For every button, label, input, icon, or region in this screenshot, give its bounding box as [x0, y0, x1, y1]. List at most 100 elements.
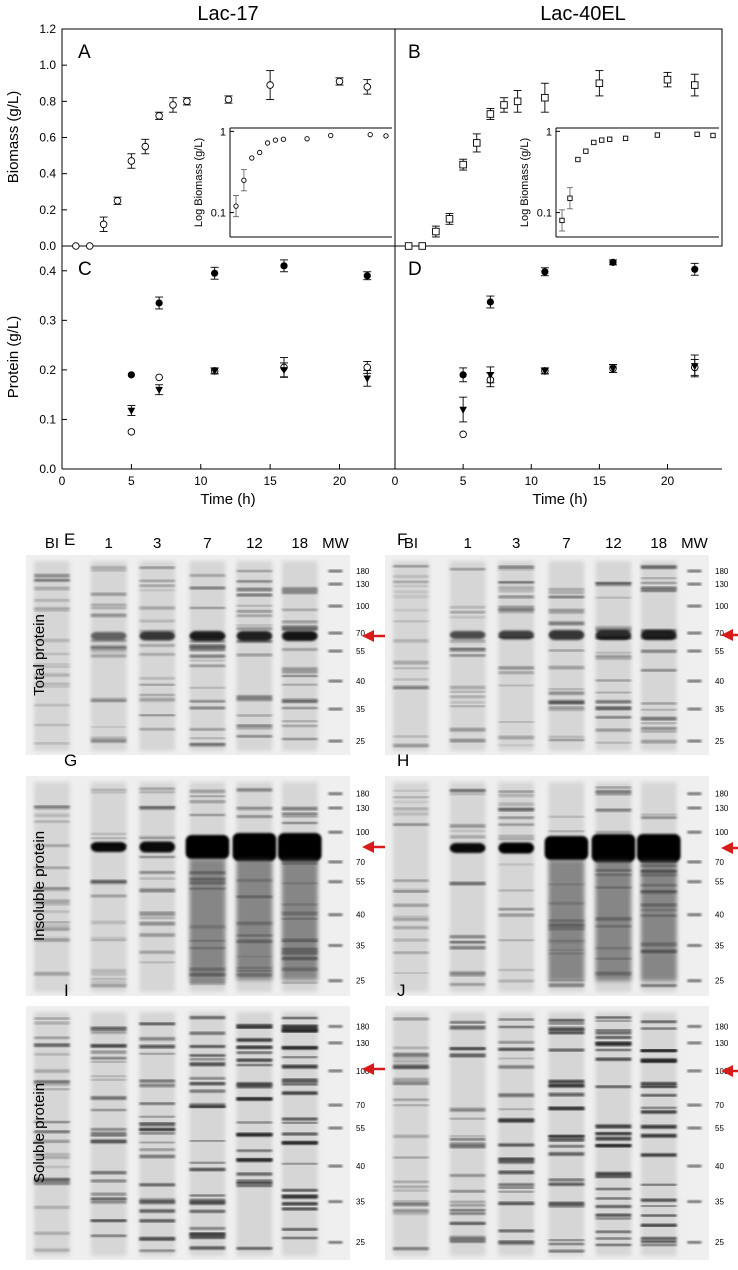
protein-band [548, 1152, 585, 1156]
protein-band [640, 702, 677, 705]
protein-band [34, 936, 70, 939]
protein-band [449, 639, 486, 643]
protein-band [393, 639, 429, 643]
protein-band [139, 835, 176, 839]
protein-band [640, 1020, 677, 1023]
protein-band [34, 1021, 70, 1025]
protein-band [393, 1180, 429, 1184]
mw-marker-label: 100 [356, 1067, 370, 1076]
protein-band [90, 1179, 127, 1183]
protein-band [34, 608, 70, 612]
protein-band [498, 1143, 535, 1147]
protein-band [548, 1202, 585, 1205]
protein-band [498, 835, 535, 838]
protein-band [139, 933, 176, 937]
protein-band [34, 1141, 70, 1143]
lane-label: 12 [246, 535, 263, 552]
data-point-C [127, 371, 135, 379]
mw-ladder-band [328, 1069, 343, 1073]
mw-ladder-band [328, 860, 343, 864]
protein-band [548, 591, 585, 594]
protein-band [595, 1213, 632, 1217]
mw-marker-label: 70 [356, 858, 365, 867]
protein-band [595, 786, 632, 789]
protein-band [90, 1234, 127, 1237]
protein-band [236, 1046, 273, 1049]
lane-smear [393, 561, 429, 751]
mw-marker-label: 25 [356, 737, 365, 746]
gel-lane [498, 1012, 535, 1256]
protein-band [393, 667, 429, 669]
protein-band [393, 581, 429, 583]
protein-band [393, 888, 429, 893]
mw-ladder-band [328, 1241, 343, 1244]
mw-marker-label: 55 [715, 647, 724, 656]
protein-band [34, 1182, 70, 1185]
protein-band [34, 866, 70, 869]
protein-band [90, 939, 127, 942]
protein-band [281, 675, 318, 677]
protein-band [449, 1212, 486, 1215]
mw-ladder-band [687, 792, 702, 795]
mw-marker-label: 100 [356, 828, 370, 837]
charts: 0.0 0.2 0.4 0.6 0.8 1.0 1.2 0.1 1 Log Biomass (g/… [39, 22, 719, 488]
protein-band [595, 656, 632, 660]
protein-band [449, 1144, 486, 1149]
protein-band [281, 1228, 318, 1231]
protein-band [34, 1139, 70, 1143]
protein-band [90, 1219, 127, 1222]
protein-band [139, 579, 176, 582]
data-point-C [155, 373, 163, 382]
protein-band [34, 924, 70, 928]
protein-band [449, 1208, 486, 1211]
lane-smear [139, 561, 176, 751]
protein-band [34, 574, 70, 578]
mw-ladder-band [328, 1041, 343, 1045]
protein-band [281, 587, 318, 591]
data-point-D [691, 265, 699, 273]
protein-band [595, 1243, 632, 1246]
protein-band [449, 972, 486, 977]
gel-lane [34, 782, 70, 992]
protein-band [281, 1024, 318, 1027]
protein-band [548, 666, 585, 670]
protein-band [640, 740, 677, 744]
protein-band [236, 1023, 273, 1026]
protein-band [236, 1158, 273, 1161]
protein-band [449, 647, 486, 650]
protein-band [189, 800, 226, 804]
protein-band [34, 1130, 70, 1134]
protein-band [189, 728, 226, 731]
protein-band [189, 647, 226, 651]
lane-label: 18 [291, 535, 308, 552]
protein-band [189, 737, 226, 739]
lane-label: 3 [512, 535, 520, 552]
inset-y-tick-label: 0.1 [211, 208, 226, 220]
lane-smear [498, 561, 535, 751]
protein-band [236, 1064, 273, 1066]
inset-data-point [257, 149, 263, 156]
lane-label: MW [322, 535, 349, 552]
protein-band [393, 1134, 429, 1138]
protein-band [548, 688, 585, 690]
protein-band [281, 625, 318, 628]
protein-band [236, 624, 273, 626]
protein-band [595, 1136, 632, 1141]
protein-band [449, 793, 486, 795]
protein-band [281, 620, 318, 624]
protein-band [498, 1158, 535, 1161]
protein-band [595, 700, 632, 704]
protein-band [281, 1132, 318, 1136]
protein-band [595, 1124, 632, 1129]
red-arrow-head [721, 842, 733, 854]
lane-label: 3 [153, 535, 161, 552]
mw-ladder-band [687, 649, 702, 653]
gel-lane [640, 1012, 677, 1256]
panel-letter: E [64, 530, 75, 549]
protein-band [189, 686, 226, 689]
y-tick-label-A: 0.8 [39, 94, 56, 108]
protein-band [449, 685, 486, 689]
protein-band [498, 565, 535, 569]
y-tick-label-A: 0.0 [39, 239, 56, 253]
